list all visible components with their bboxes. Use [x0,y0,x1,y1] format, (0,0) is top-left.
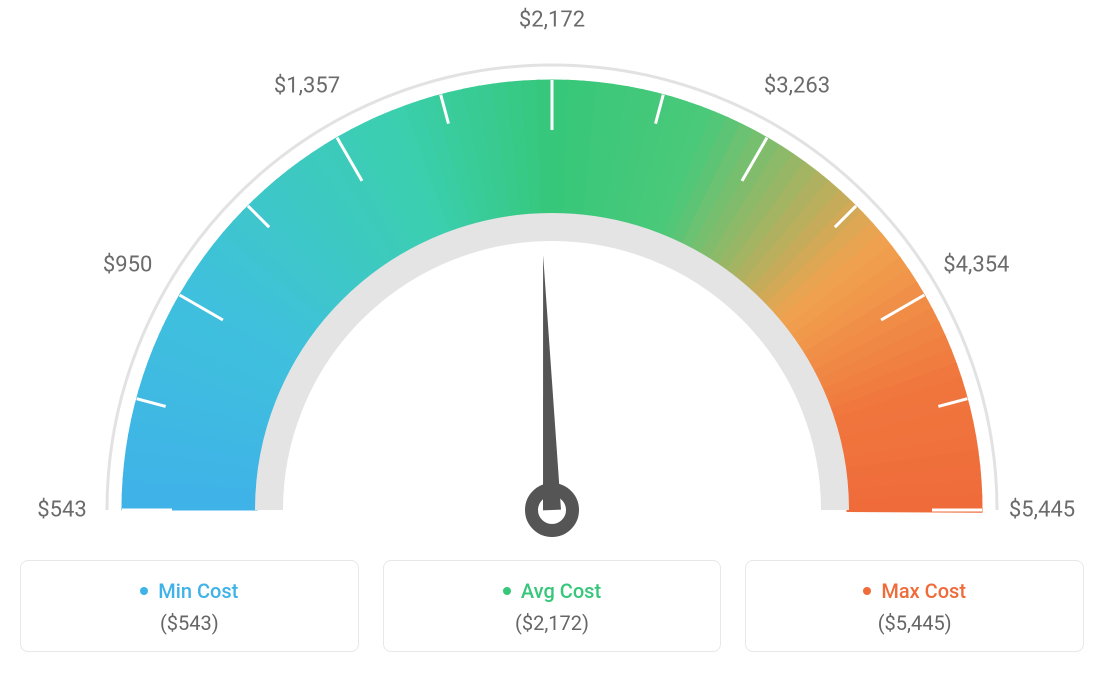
legend-value-avg: ($2,172) [396,611,709,635]
legend-card-avg: Avg Cost ($2,172) [383,560,722,652]
legend-title-max: Max Cost [863,579,966,603]
legend-row: Min Cost ($543) Avg Cost ($2,172) Max Cost ($… [20,560,1084,652]
legend-value-min: ($543) [33,611,346,635]
legend-label-min: Min Cost [158,579,238,603]
legend-label-avg: Avg Cost [521,579,601,603]
legend-title-min: Min Cost [140,579,238,603]
cost-gauge: $543$950$1,357$2,172$3,263$4,354$5,445 [20,20,1084,560]
gauge-tick-label: $543 [37,498,86,523]
legend-card-min: Min Cost ($543) [20,560,359,652]
legend-label-max: Max Cost [881,579,966,603]
gauge-tick-label: $2,172 [519,8,585,33]
legend-dot-avg [503,587,511,595]
gauge-tick-label: $3,263 [764,73,830,98]
gauge-tick-label: $5,445 [1009,498,1075,523]
legend-dot-min [140,587,148,595]
legend-card-max: Max Cost ($5,445) [745,560,1084,652]
legend-value-max: ($5,445) [758,611,1071,635]
legend-title-avg: Avg Cost [503,579,601,603]
legend-dot-max [863,587,871,595]
gauge-tick-label: $950 [103,253,152,278]
gauge-svg [20,20,1084,560]
gauge-tick-label: $4,354 [943,253,1009,278]
gauge-tick-label: $1,357 [274,73,340,98]
gauge-needle [543,255,561,510]
